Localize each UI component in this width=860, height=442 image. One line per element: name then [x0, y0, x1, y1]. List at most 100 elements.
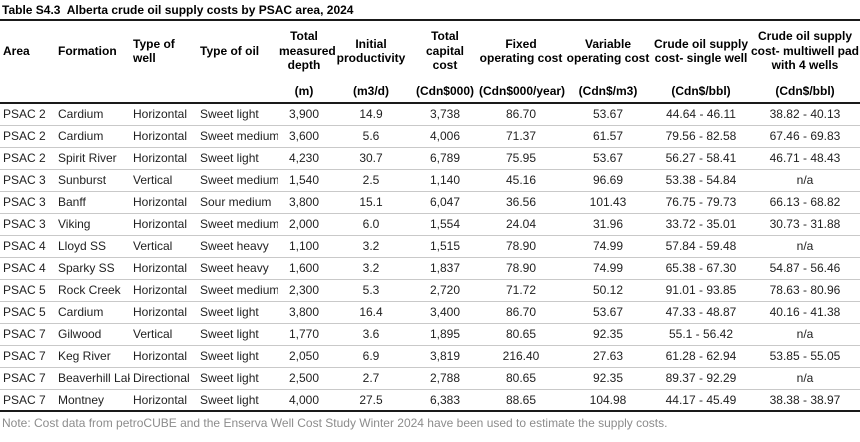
cell-formation: Spirit River — [55, 147, 130, 170]
cell-initial-productivity: 15.1 — [330, 191, 412, 214]
cell-total-measured-depth: 1,770 — [278, 323, 330, 346]
cell-fixed-operating-cost: 86.70 — [478, 301, 564, 324]
cell-initial-productivity: 3.2 — [330, 235, 412, 258]
cell-total-capital-cost: 1,140 — [412, 169, 478, 192]
cell-type-of-oil: Sweet medium — [197, 213, 278, 236]
col-header-supply-cost-single-well: Crude oil supply cost- single well — [653, 36, 748, 65]
cell-initial-productivity: 30.7 — [330, 147, 412, 170]
cell-formation: Banff — [55, 191, 130, 214]
cell-fixed-operating-cost: 45.16 — [478, 169, 564, 192]
cell-fixed-operating-cost: 80.65 — [478, 367, 564, 390]
cell-formation: Cardium — [55, 125, 130, 148]
col-header-supply-cost-multiwell: Crude oil supply cost- multiwell pad wit… — [751, 29, 860, 73]
cell-type-of-oil: Sweet light — [197, 389, 278, 412]
cell-type-of-well: Horizontal — [130, 389, 197, 412]
col-header-variable-operating-cost: Variable operating cost — [566, 36, 650, 65]
cell-supply-cost-single-well: 65.38 - 67.30 — [652, 257, 750, 280]
cell-formation: Beaverhill Lake — [55, 367, 130, 390]
cell-total-measured-depth: 1,540 — [278, 169, 330, 192]
cell-formation: Sunburst — [55, 169, 130, 192]
cell-total-capital-cost: 2,788 — [412, 367, 478, 390]
col-unit-area — [0, 81, 55, 104]
cell-supply-cost-multiwell: n/a — [750, 323, 860, 346]
cell-supply-cost-single-well: 44.17 - 45.49 — [652, 389, 750, 412]
cell-variable-operating-cost: 53.67 — [564, 147, 652, 170]
cell-area: PSAC 7 — [0, 323, 55, 346]
cell-formation: Rock Creek — [55, 279, 130, 302]
cell-area: PSAC 3 — [0, 213, 55, 236]
table-row: PSAC 7 Gilwood Vertical Sweet light 1,770 3.6… — [0, 323, 860, 346]
cell-variable-operating-cost: 53.67 — [564, 301, 652, 324]
cell-supply-cost-multiwell: n/a — [750, 367, 860, 390]
cell-type-of-oil: Sweet heavy — [197, 257, 278, 280]
cell-supply-cost-multiwell: 46.71 - 48.43 — [750, 147, 860, 170]
cell-type-of-oil: Sweet medium — [197, 169, 278, 192]
cell-supply-cost-single-well: 47.33 - 48.87 — [652, 301, 750, 324]
cell-initial-productivity: 6.0 — [330, 213, 412, 236]
cell-total-measured-depth: 3,800 — [278, 301, 330, 324]
cell-total-capital-cost: 6,047 — [412, 191, 478, 214]
cell-fixed-operating-cost: 86.70 — [478, 103, 564, 126]
cell-area: PSAC 4 — [0, 235, 55, 258]
table-row: PSAC 5 Rock Creek Horizontal Sweet medium 2,… — [0, 279, 860, 302]
cell-initial-productivity: 3.2 — [330, 257, 412, 280]
cell-formation: Lloyd SS — [55, 235, 130, 258]
cell-variable-operating-cost: 92.35 — [564, 367, 652, 390]
cell-formation: Cardium — [55, 103, 130, 126]
cell-total-capital-cost: 1,515 — [412, 235, 478, 258]
col-unit-supply-cost-single-well: (Cdn$/bbl) — [652, 81, 750, 104]
cell-fixed-operating-cost: 78.90 — [478, 257, 564, 280]
cell-variable-operating-cost: 31.96 — [564, 213, 652, 236]
cell-formation: Sparky SS — [55, 257, 130, 280]
cell-supply-cost-multiwell: 66.13 - 68.82 — [750, 191, 860, 214]
cell-type-of-oil: Sweet light — [197, 345, 278, 368]
cell-variable-operating-cost: 61.57 — [564, 125, 652, 148]
cell-total-capital-cost: 3,400 — [412, 301, 478, 324]
cell-total-capital-cost: 3,738 — [412, 103, 478, 126]
cell-initial-productivity: 27.5 — [330, 389, 412, 412]
cell-supply-cost-single-well: 56.27 - 58.41 — [652, 147, 750, 170]
cell-supply-cost-single-well: 44.64 - 46.11 — [652, 103, 750, 126]
cell-total-measured-depth: 2,300 — [278, 279, 330, 302]
cell-total-measured-depth: 2,050 — [278, 345, 330, 368]
cell-area: PSAC 7 — [0, 389, 55, 412]
cell-formation: Gilwood — [55, 323, 130, 346]
cell-total-capital-cost: 2,720 — [412, 279, 478, 302]
cell-total-measured-depth: 3,900 — [278, 103, 330, 126]
col-unit-total-measured-depth: (m) — [278, 81, 330, 104]
col-header-initial-productivity: Initial productivity — [336, 36, 406, 65]
cell-variable-operating-cost: 50.12 — [564, 279, 652, 302]
cell-area: PSAC 7 — [0, 367, 55, 390]
cell-initial-productivity: 5.3 — [330, 279, 412, 302]
table-row: PSAC 3 Banff Horizontal Sour medium 3,800 15.… — [0, 191, 860, 214]
cell-type-of-oil: Sweet medium — [197, 125, 278, 148]
cell-fixed-operating-cost: 71.72 — [478, 279, 564, 302]
cell-type-of-well: Horizontal — [130, 191, 197, 214]
cell-area: PSAC 2 — [0, 103, 55, 126]
table-row: PSAC 5 Cardium Horizontal Sweet light 3,800 1… — [0, 301, 860, 324]
cell-fixed-operating-cost: 216.40 — [478, 345, 564, 368]
cell-area: PSAC 5 — [0, 279, 55, 302]
cell-area: PSAC 3 — [0, 191, 55, 214]
cell-fixed-operating-cost: 36.56 — [478, 191, 564, 214]
cell-initial-productivity: 16.4 — [330, 301, 412, 324]
cell-supply-cost-multiwell: 40.16 - 41.38 — [750, 301, 860, 324]
cell-supply-cost-multiwell: n/a — [750, 235, 860, 258]
cell-type-of-oil: Sweet light — [197, 367, 278, 390]
cell-type-of-well: Horizontal — [130, 345, 197, 368]
col-header-area: Area — [3, 43, 30, 58]
cell-initial-productivity: 6.9 — [330, 345, 412, 368]
cell-supply-cost-single-well: 53.38 - 54.84 — [652, 169, 750, 192]
cell-supply-cost-multiwell: 54.87 - 56.46 — [750, 257, 860, 280]
cell-type-of-oil: Sour medium — [197, 191, 278, 214]
col-unit-fixed-operating-cost: (Cdn$000/year) — [478, 81, 565, 104]
cell-type-of-oil: Sweet heavy — [197, 235, 278, 258]
table-header: Area Formation Type of well Type of oil Tota… — [0, 21, 860, 104]
cell-supply-cost-single-well: 91.01 - 93.85 — [652, 279, 750, 302]
col-unit-type-of-oil — [197, 81, 278, 104]
cell-supply-cost-multiwell: n/a — [750, 169, 860, 192]
col-header-fixed-operating-cost: Fixed operating cost — [479, 36, 563, 65]
cell-area: PSAC 5 — [0, 301, 55, 324]
